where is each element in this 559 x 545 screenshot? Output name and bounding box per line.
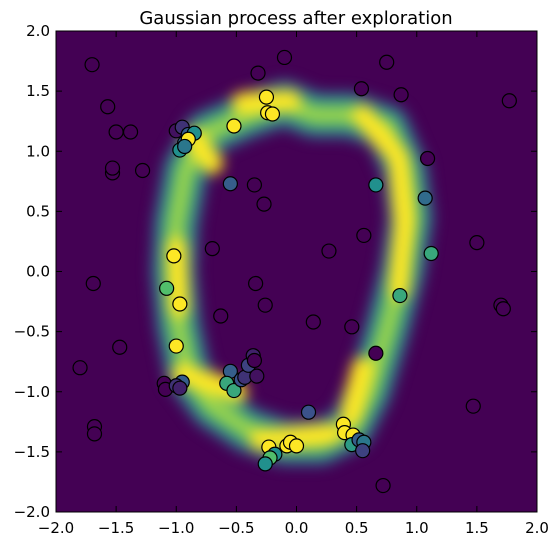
scatter-point (393, 87, 409, 103)
x-axis: −2.0 −1.5 −1.0 −0.5 0.0 0.5 1.0 1.5 2.0 (38, 31, 549, 537)
x-tick-label: −1.0 (158, 519, 194, 537)
scatter-point (423, 245, 439, 262)
scatter-point (72, 360, 88, 376)
scatter-point (465, 398, 481, 414)
scatter-point (417, 190, 433, 206)
y-tick-label: −2.0 (14, 503, 50, 521)
scatter-point (204, 241, 220, 257)
scatter-point (368, 177, 384, 193)
scatter-point (84, 57, 100, 73)
x-tick-label: −1.5 (98, 519, 134, 537)
scatter-point (246, 177, 263, 193)
scatter-point (257, 456, 273, 472)
y-tick-label: 2.0 (26, 22, 50, 40)
scatter-point (159, 280, 175, 296)
scatter-point (257, 297, 273, 313)
scatter-point (264, 106, 281, 122)
y-tick-label: 1.5 (26, 82, 50, 100)
y-tick-label: −0.5 (14, 323, 50, 341)
scatter-point (353, 81, 370, 97)
scatter-point (495, 301, 511, 317)
scatter-point (355, 443, 371, 459)
x-tick-label: 2.0 (525, 519, 549, 537)
scatter-point (258, 89, 275, 105)
scatter-point (249, 368, 265, 384)
heatmap-hotspot-5 (249, 422, 344, 451)
scatter-point (122, 124, 139, 140)
scatter-point (112, 339, 128, 355)
scatter-point (250, 65, 266, 81)
y-tick-label: −1.5 (14, 443, 50, 461)
plot-area (55, 30, 538, 513)
scatter-point (100, 99, 116, 115)
scatter-point (246, 352, 263, 369)
scatter-point (248, 275, 264, 292)
x-tick-label: −0.5 (218, 519, 254, 537)
scatter-point (172, 380, 188, 396)
scatter-point (419, 150, 436, 167)
x-tick-label: 0.0 (285, 519, 309, 537)
scatter-point (321, 243, 337, 259)
y-tick-label: 0.5 (26, 202, 50, 220)
scatter-point (344, 319, 360, 335)
scatter-point (276, 49, 293, 66)
y-tick-label: 1.0 (26, 142, 50, 160)
scatter-point (177, 138, 193, 155)
scatter-point (85, 275, 101, 292)
scatter-point (501, 93, 517, 109)
scatter-point (256, 196, 272, 212)
heatmap-hotspot-0 (351, 104, 416, 301)
scatter-point (368, 345, 384, 361)
scatter-point (213, 308, 229, 324)
chart-title: Gaussian process after exploration (139, 8, 452, 29)
y-axis: 2.0 1.5 1.0 0.5 0.0 −0.5 −1.0 −1.5 −2.0 (14, 22, 537, 521)
scatter-point (222, 176, 238, 192)
scatter-point (168, 338, 184, 354)
scatter-point (392, 287, 408, 304)
scatter-point (108, 124, 124, 140)
scatter-point (469, 235, 485, 251)
scatter-point (379, 54, 395, 70)
x-tick-label: 0.5 (345, 519, 369, 537)
scatter-point (226, 118, 242, 134)
scatter-point (86, 426, 103, 442)
scatter-point (104, 160, 121, 176)
x-tick-label: 1.0 (405, 519, 429, 537)
scatter-points (72, 49, 517, 494)
scatter-point (134, 162, 151, 179)
scatter-point (288, 438, 305, 454)
scatter-point (166, 248, 182, 264)
scatter-point (375, 477, 391, 494)
scatter-point (356, 227, 372, 244)
scatter-point (226, 382, 242, 399)
heatmap-hotspot-6 (339, 356, 374, 427)
y-tick-label: 0.0 (26, 263, 50, 281)
scatter-point (305, 314, 321, 330)
scatter-point (300, 404, 317, 420)
x-tick-label: 1.5 (465, 519, 489, 537)
x-tick-label: −2.0 (38, 519, 74, 537)
heatmap-hotspot-2 (183, 128, 224, 175)
scatter-point (172, 296, 188, 312)
y-tick-label: −1.0 (14, 383, 50, 401)
